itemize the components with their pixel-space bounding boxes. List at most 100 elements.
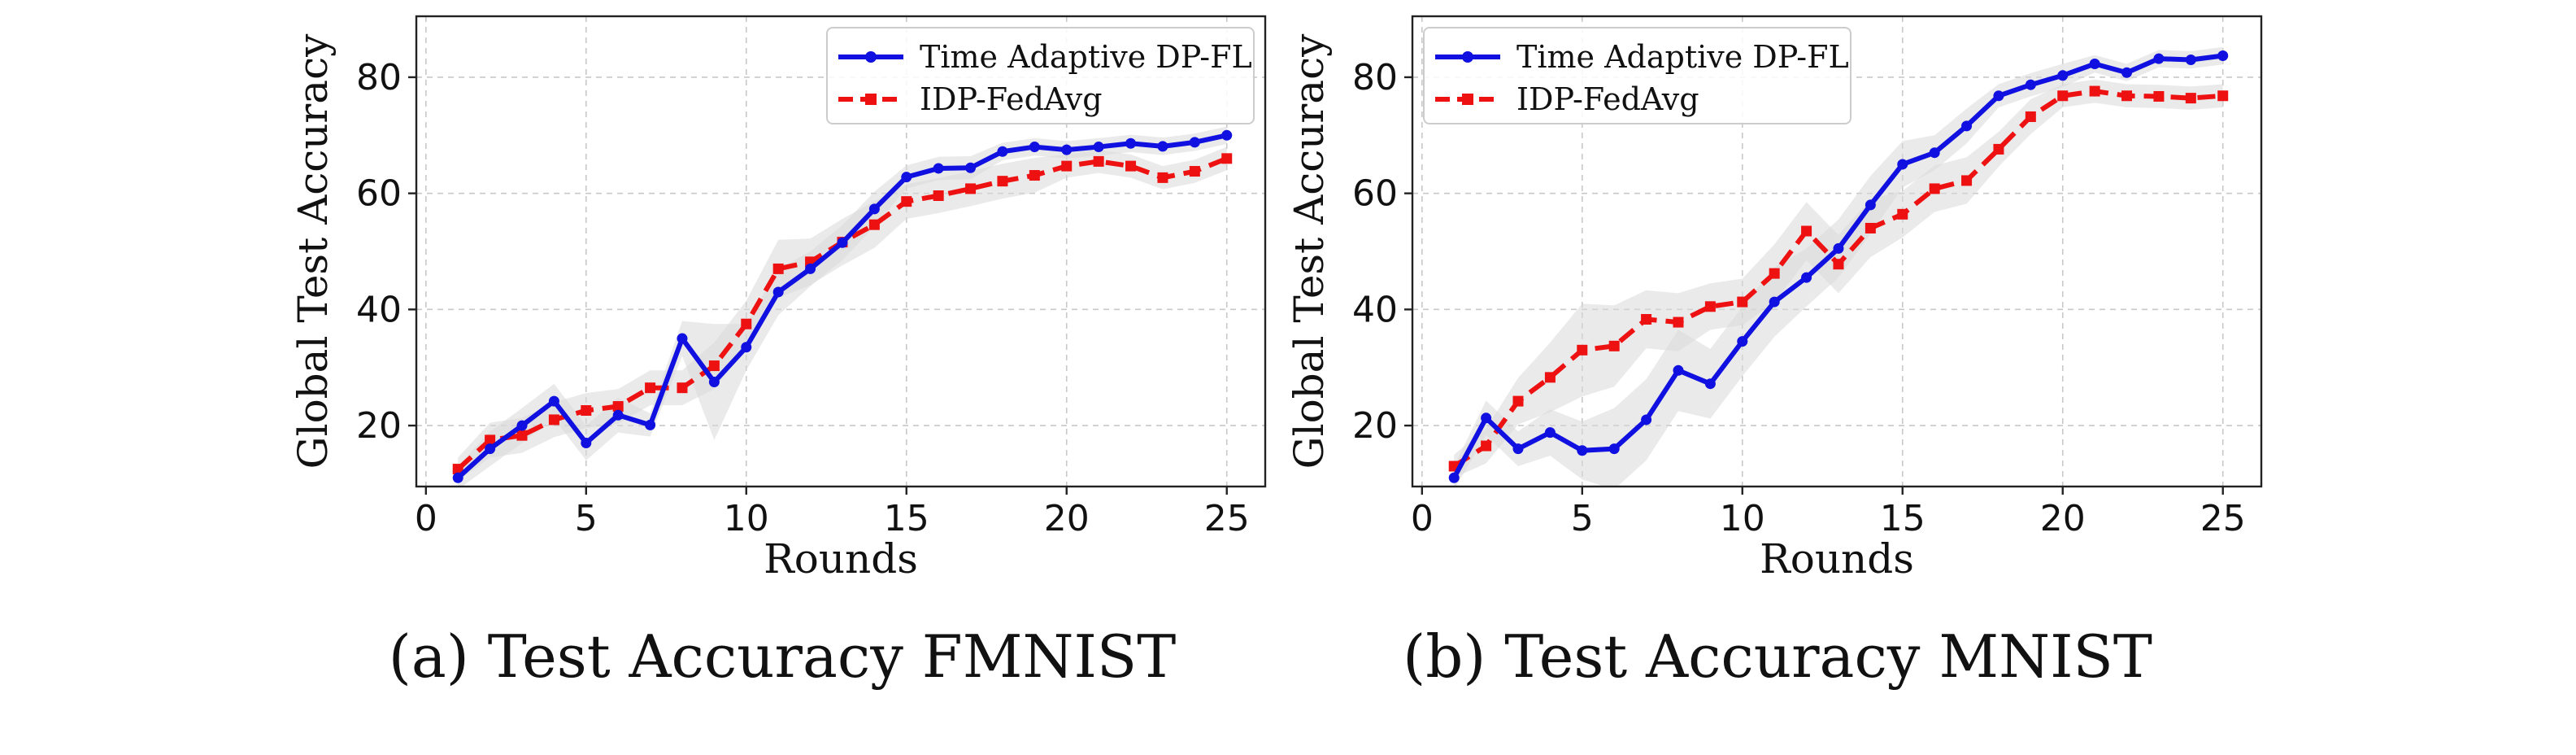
data-point-idp-fedavg xyxy=(741,318,752,329)
data-point-time-adaptive-dp-fl xyxy=(1029,142,1040,153)
data-point-time-adaptive-dp-fl xyxy=(1865,199,1876,211)
plot-frame xyxy=(1411,15,2263,488)
data-point-idp-fedavg xyxy=(1737,296,1748,308)
data-point-time-adaptive-dp-fl xyxy=(1061,144,1073,155)
data-point-idp-fedavg xyxy=(1865,222,1876,233)
data-point-idp-fedavg xyxy=(1577,344,1588,356)
data-point-idp-fedavg xyxy=(2089,85,2100,97)
data-point-idp-fedavg xyxy=(2057,90,2069,102)
data-point-idp-fedavg xyxy=(581,405,592,417)
data-point-idp-fedavg xyxy=(708,360,720,372)
data-point-time-adaptive-dp-fl xyxy=(1833,242,1844,254)
data-point-idp-fedavg xyxy=(933,190,944,201)
data-point-idp-fedavg xyxy=(997,176,1008,187)
data-point-idp-fedavg xyxy=(2153,90,2165,102)
x-tick-label: 25 xyxy=(2200,498,2246,539)
data-point-time-adaptive-dp-fl xyxy=(1448,472,1460,483)
data-point-idp-fedavg xyxy=(1769,268,1780,279)
data-point-time-adaptive-dp-fl xyxy=(997,146,1008,157)
data-point-idp-fedavg xyxy=(548,414,559,426)
legend-box xyxy=(826,27,1255,124)
data-point-time-adaptive-dp-fl xyxy=(1221,129,1233,141)
data-point-time-adaptive-dp-fl xyxy=(1512,443,1524,455)
legend-marker-time-adaptive-dp-fl xyxy=(865,51,877,63)
data-point-idp-fedavg xyxy=(1512,395,1524,407)
x-tick-label: 10 xyxy=(724,498,769,539)
band-idp-fedavg xyxy=(1454,79,2223,478)
x-tick-label: 0 xyxy=(415,498,437,539)
plot-area xyxy=(1448,46,2229,487)
data-point-time-adaptive-dp-fl xyxy=(645,419,656,430)
data-point-idp-fedavg xyxy=(1221,153,1233,164)
data-point-idp-fedavg xyxy=(1189,166,1200,177)
data-point-time-adaptive-dp-fl xyxy=(1961,120,1973,132)
legend-box xyxy=(1423,27,1852,124)
x-tick-label: 20 xyxy=(1044,498,1090,539)
legend-label-idp-fedavg: IDP-FedAvg xyxy=(920,81,1103,117)
x-axis-label: Rounds xyxy=(764,535,918,583)
data-point-time-adaptive-dp-fl xyxy=(805,263,816,274)
data-point-time-adaptive-dp-fl xyxy=(452,472,463,483)
data-point-time-adaptive-dp-fl xyxy=(516,420,528,431)
data-point-time-adaptive-dp-fl xyxy=(1737,336,1748,347)
data-point-idp-fedavg xyxy=(612,401,624,412)
x-axis-label: Rounds xyxy=(1760,535,1914,583)
data-point-time-adaptive-dp-fl xyxy=(772,286,784,298)
data-point-idp-fedavg xyxy=(677,382,688,394)
legend-label-time-adaptive: Time Adaptive DP-FL xyxy=(920,39,1252,75)
data-point-idp-fedavg xyxy=(1897,208,1908,220)
data-point-idp-fedavg xyxy=(868,219,880,230)
x-tick-label: 5 xyxy=(1571,498,1594,539)
data-point-idp-fedavg xyxy=(1704,301,1716,312)
data-point-time-adaptive-dp-fl xyxy=(708,377,720,388)
data-point-idp-fedavg xyxy=(1801,225,1812,237)
data-point-time-adaptive-dp-fl xyxy=(1801,272,1812,283)
data-point-idp-fedavg xyxy=(1608,340,1620,351)
data-point-idp-fedavg xyxy=(452,464,463,475)
plot-frame xyxy=(415,15,1267,488)
data-point-time-adaptive-dp-fl xyxy=(612,409,624,421)
data-point-time-adaptive-dp-fl xyxy=(1093,142,1104,153)
data-point-time-adaptive-dp-fl xyxy=(2057,70,2069,81)
data-point-time-adaptive-dp-fl xyxy=(1993,90,2004,102)
x-tick-label: 0 xyxy=(1411,498,1434,539)
data-point-idp-fedavg xyxy=(2217,90,2229,102)
data-point-time-adaptive-dp-fl xyxy=(1769,296,1780,308)
y-axis-label: Global Test Accuracy xyxy=(289,33,337,469)
data-point-time-adaptive-dp-fl xyxy=(2025,79,2036,90)
data-point-time-adaptive-dp-fl xyxy=(1897,159,1908,170)
data-point-time-adaptive-dp-fl xyxy=(1157,141,1168,152)
chart-panel-fmnist: 0 5 10 15 20 25 20 40 60 80 Rounds Global Test Ac… xyxy=(289,15,1267,691)
legend-marker-idp-fedavg xyxy=(865,94,877,105)
data-point-time-adaptive-dp-fl xyxy=(1481,412,1492,424)
data-point-time-adaptive-dp-fl xyxy=(677,333,688,344)
data-point-idp-fedavg xyxy=(1993,143,2004,155)
data-point-time-adaptive-dp-fl xyxy=(901,172,912,183)
data-point-time-adaptive-dp-fl xyxy=(741,342,752,353)
data-point-time-adaptive-dp-fl xyxy=(1704,378,1716,390)
data-point-time-adaptive-dp-fl xyxy=(1608,443,1620,455)
y-tick-label: 60 xyxy=(1352,173,1398,215)
data-point-idp-fedavg xyxy=(1929,183,1940,194)
data-point-time-adaptive-dp-fl xyxy=(2217,50,2229,62)
data-point-idp-fedavg xyxy=(1125,160,1137,172)
data-point-time-adaptive-dp-fl xyxy=(1673,364,1684,376)
data-point-idp-fedavg xyxy=(901,196,912,207)
data-point-time-adaptive-dp-fl xyxy=(2185,55,2196,66)
data-point-idp-fedavg xyxy=(1544,372,1556,383)
y-tick-label: 80 xyxy=(356,57,402,98)
y-tick-label: 20 xyxy=(356,405,402,447)
data-point-time-adaptive-dp-fl xyxy=(933,163,944,174)
data-point-idp-fedavg xyxy=(1481,440,1492,452)
y-tick-label: 60 xyxy=(356,173,402,215)
data-point-time-adaptive-dp-fl xyxy=(2089,59,2100,70)
chart-panel-mnist: 0 5 10 15 20 25 20 40 60 80 Rounds Global Test Ac… xyxy=(1286,15,2263,691)
y-tick-label: 80 xyxy=(1352,57,1398,98)
data-point-idp-fedavg xyxy=(2121,90,2133,102)
plot-area xyxy=(452,126,1233,487)
chart-caption: (b) Test Accuracy MNIST xyxy=(1403,622,2152,691)
data-point-time-adaptive-dp-fl xyxy=(1641,414,1652,426)
data-point-time-adaptive-dp-fl xyxy=(581,437,592,448)
data-point-idp-fedavg xyxy=(1093,155,1104,167)
